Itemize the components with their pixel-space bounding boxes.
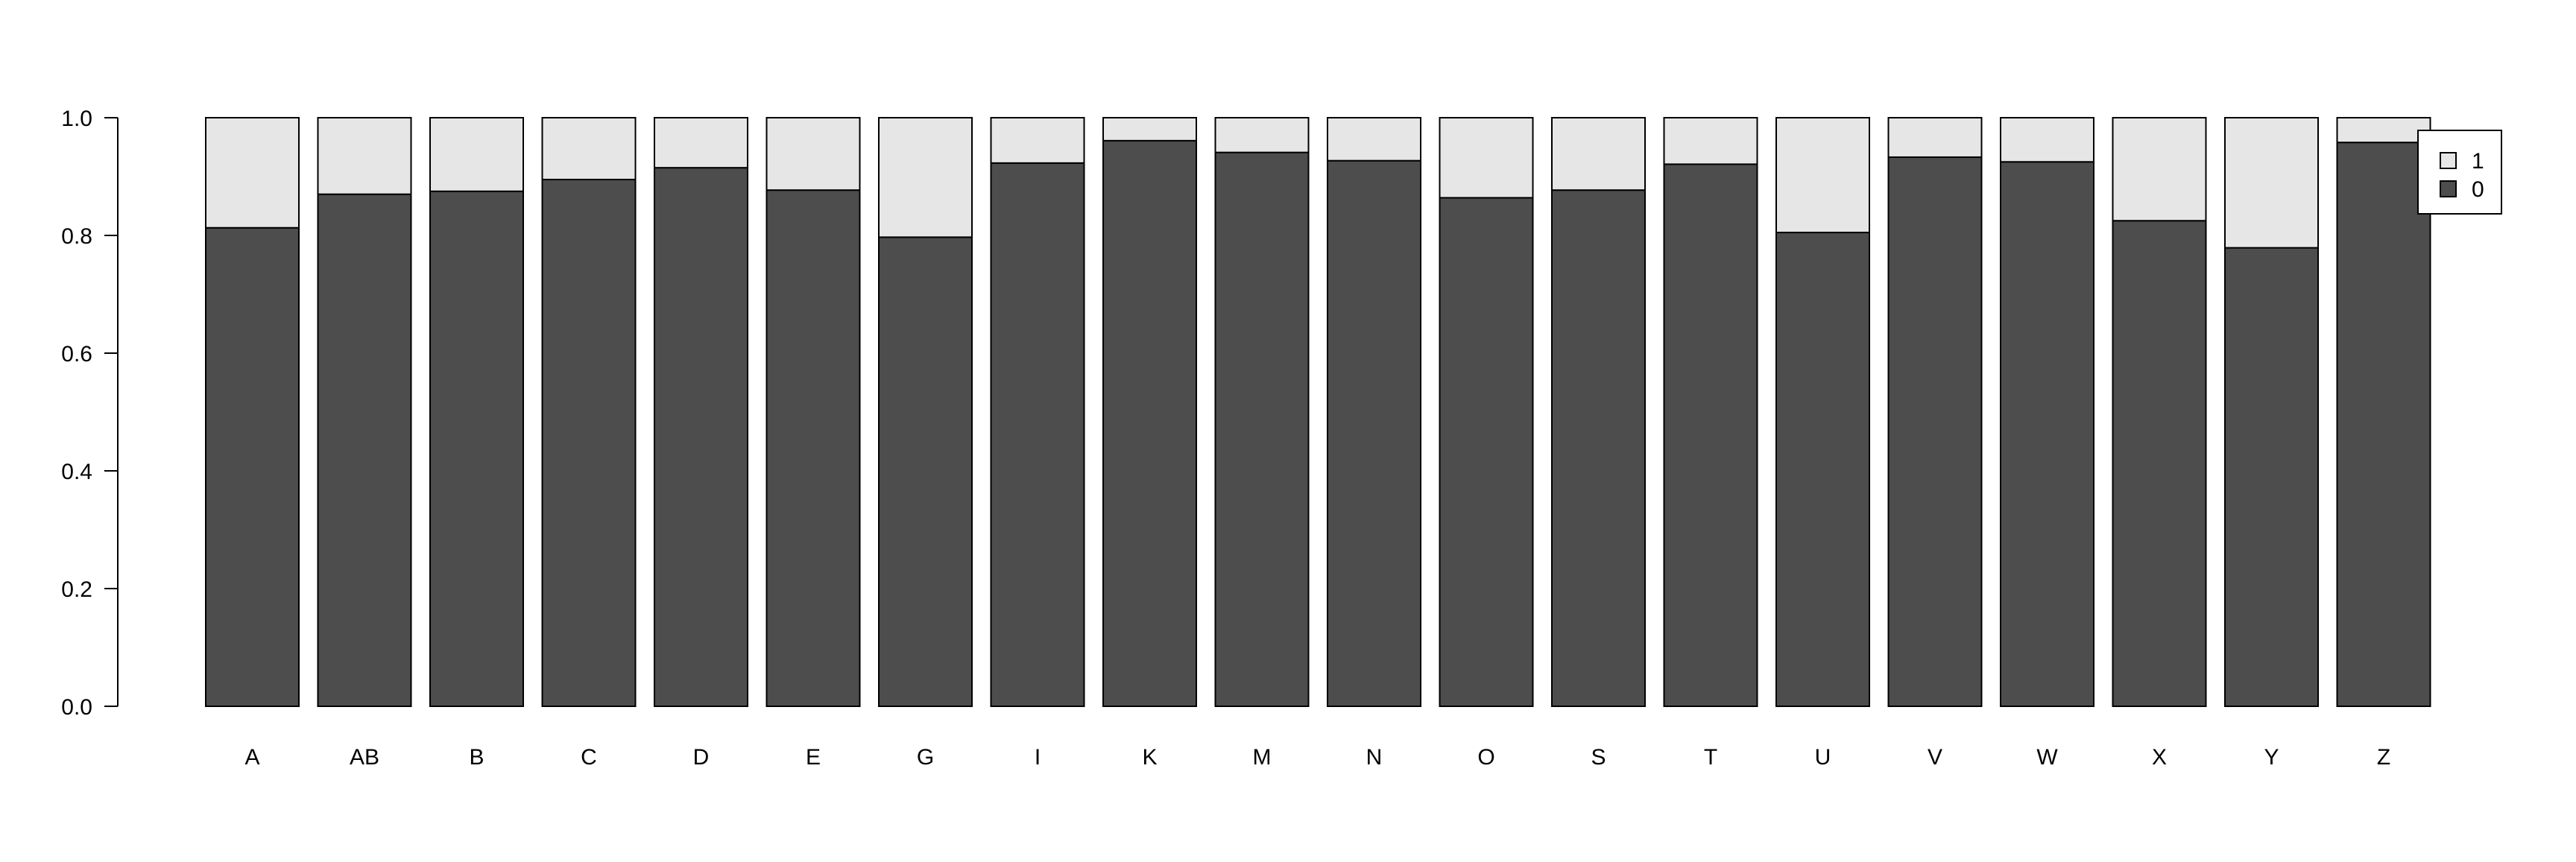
x-tick-label-M: M: [1253, 745, 1272, 770]
bar-segment-A-series-1: [205, 117, 300, 229]
x-tick-label-U: U: [1815, 745, 1831, 770]
x-tick-label-T: T: [1704, 745, 1717, 770]
bar-segment-N-series-0: [1327, 159, 1421, 708]
bar-segment-AB-series-0: [317, 193, 412, 707]
legend-box: [2417, 130, 2502, 215]
bar-segment-E-series-1: [765, 117, 861, 191]
bar-segment-W-series-0: [2000, 161, 2094, 707]
x-tick-label-I: I: [1035, 745, 1041, 770]
bar-segment-T-series-1: [1663, 117, 1758, 165]
y-tick-label: 0.6: [61, 342, 92, 367]
x-tick-label-O: O: [1477, 745, 1494, 770]
legend-label-0: 0: [2472, 177, 2484, 202]
bar-segment-S-series-0: [1551, 189, 1646, 708]
y-tick-label: 0.4: [61, 460, 92, 484]
bar-segment-E-series-0: [765, 189, 861, 708]
y-tick-label: 1.0: [61, 107, 92, 131]
bar-segment-S-series-1: [1551, 117, 1646, 191]
y-axis: 0.0 0.2 0.4 0.6 0.8 1.0: [61, 107, 119, 720]
bar-segment-X-series-0: [2112, 220, 2207, 707]
bar-segment-T-series-0: [1663, 163, 1758, 708]
x-tick-label-N: N: [1366, 745, 1383, 770]
x-tick-label-S: S: [1591, 745, 1606, 770]
bar-segment-B-series-0: [429, 190, 524, 707]
bar-segment-I-series-1: [990, 117, 1085, 164]
x-tick-label-K: K: [1142, 745, 1157, 770]
bar-segment-D-series-1: [654, 117, 748, 169]
x-tick-label-Y: Y: [2264, 745, 2279, 770]
bar-segment-G-series-0: [878, 236, 973, 707]
bar-segment-U-series-1: [1775, 117, 1870, 234]
x-tick-label-D: D: [693, 745, 710, 770]
bar-segment-Z-series-0: [2336, 142, 2431, 707]
bar-segment-B-series-1: [429, 117, 524, 192]
x-tick-label-V: V: [1928, 745, 1942, 770]
bar-segment-K-series-0: [1102, 139, 1197, 707]
bar-segment-V-series-0: [1887, 156, 1983, 707]
y-tick-label: 0.2: [61, 577, 92, 602]
x-tick-label-G: G: [917, 745, 934, 770]
legend-swatch-1: [2440, 152, 2457, 169]
bar-segment-X-series-1: [2112, 117, 2207, 222]
bar-segment-C-series-1: [541, 117, 637, 180]
bar-segment-G-series-1: [878, 117, 973, 238]
bar-segment-Y-series-1: [2224, 117, 2319, 249]
y-tick-label: 0.8: [61, 224, 92, 249]
bar-segment-V-series-1: [1887, 117, 1983, 158]
bar-segment-K-series-1: [1102, 117, 1197, 142]
legend-swatch-0: [2440, 180, 2457, 197]
bar-segment-O-series-1: [1439, 117, 1534, 199]
bar-segment-Z-series-1: [2336, 117, 2431, 144]
bars-group: [205, 117, 2431, 708]
bar-segment-A-series-0: [205, 226, 300, 708]
bar-segment-I-series-0: [990, 162, 1085, 707]
x-tick-label-AB: AB: [350, 745, 379, 770]
x-tick-label-E: E: [806, 745, 821, 770]
x-tick-label-A: A: [244, 745, 259, 770]
x-tick-label-C: C: [581, 745, 597, 770]
bar-segment-M-series-0: [1214, 151, 1310, 708]
x-tick-label-X: X: [2152, 745, 2167, 770]
x-axis-labels: A AB B C D E G I K M N O S T U V W X Y Z: [244, 745, 2390, 770]
bar-segment-AB-series-1: [317, 117, 412, 195]
bar-segment-M-series-1: [1214, 117, 1310, 153]
bar-segment-U-series-0: [1775, 232, 1870, 707]
bar-segment-D-series-0: [654, 167, 748, 707]
x-tick-label-W: W: [2036, 745, 2058, 770]
legend: 10: [2417, 130, 2502, 215]
bar-segment-Y-series-0: [2224, 247, 2319, 707]
bar-segment-C-series-0: [541, 178, 637, 707]
bar-segment-O-series-0: [1439, 197, 1534, 707]
x-tick-label-B: B: [469, 745, 484, 770]
bar-segment-N-series-1: [1327, 117, 1421, 162]
x-tick-label-Z: Z: [2377, 745, 2390, 770]
bar-segment-W-series-1: [2000, 117, 2094, 163]
legend-label-1: 1: [2472, 149, 2484, 174]
y-tick-label: 0.0: [61, 695, 92, 720]
